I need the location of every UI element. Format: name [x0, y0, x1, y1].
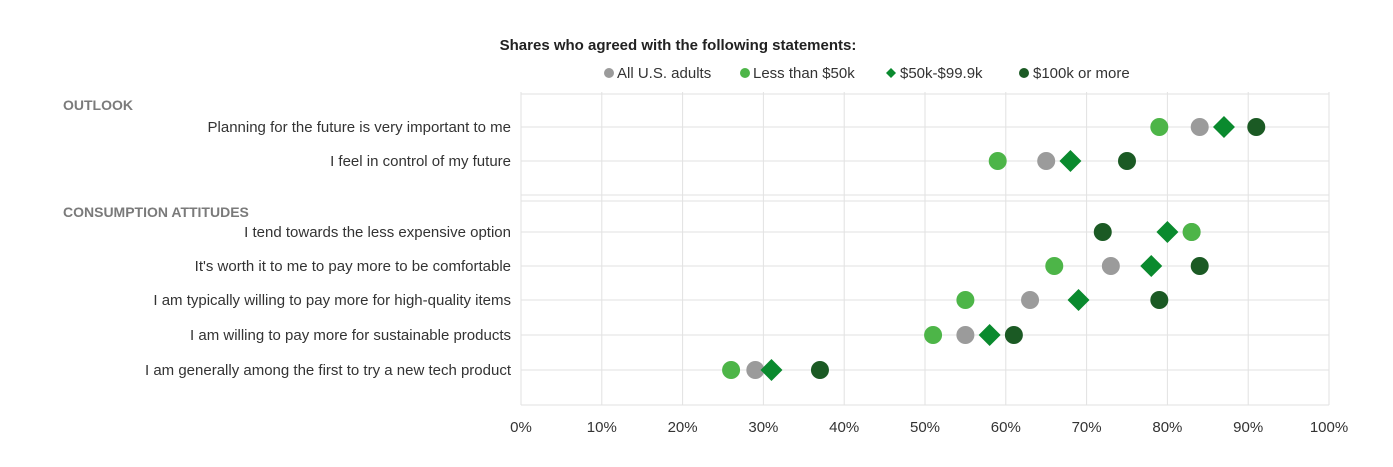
- data-point-circle: [1101, 257, 1120, 275]
- row-label: I am willing to pay more for sustainable…: [190, 327, 511, 344]
- row-label: Planning for the future is very importan…: [208, 119, 511, 136]
- row-label: I tend towards the less expensive option: [244, 224, 511, 241]
- group-header: OUTLOOK: [63, 97, 133, 113]
- data-point-circle: [956, 291, 975, 309]
- row-label: It's worth it to me to pay more to be co…: [195, 258, 511, 275]
- legend-marker-circle: [604, 68, 614, 78]
- data-point-circle: [1190, 257, 1209, 275]
- legend-label: Less than $50k: [753, 65, 855, 82]
- data-point-circle: [746, 361, 765, 379]
- x-tick-label: 40%: [829, 419, 859, 436]
- data-point-circle: [810, 361, 829, 379]
- chart-title: Shares who agreed with the following sta…: [500, 37, 857, 54]
- data-point-circle: [1182, 223, 1201, 241]
- data-point-circle: [1150, 118, 1169, 136]
- data-point-circle: [988, 152, 1007, 170]
- data-point-diamond: [1212, 116, 1235, 138]
- row-label: I am generally among the first to try a …: [145, 362, 512, 379]
- x-tick-label: 30%: [748, 419, 778, 436]
- x-tick-label: 10%: [587, 419, 617, 436]
- data-point-circle: [1118, 152, 1136, 170]
- grid: [520, 92, 1330, 406]
- x-tick-label: 100%: [1310, 419, 1348, 436]
- x-tick-label: 90%: [1233, 419, 1263, 436]
- x-tick-label: 80%: [1152, 419, 1182, 436]
- data-point-circle: [1004, 326, 1023, 344]
- data-point-diamond: [760, 359, 783, 381]
- data-point-circle: [1045, 257, 1064, 275]
- x-tick-label: 60%: [991, 419, 1021, 436]
- row-label: I feel in control of my future: [330, 153, 511, 170]
- x-tick-label: 50%: [910, 419, 940, 436]
- data-point-circle: [924, 326, 943, 344]
- legend-marker-circle: [740, 68, 750, 78]
- data-point-diamond: [1156, 221, 1179, 243]
- data-marks: [722, 116, 1266, 381]
- data-point-circle: [722, 361, 741, 379]
- data-point-circle: [1021, 291, 1040, 309]
- data-point-circle: [1247, 118, 1266, 136]
- data-point-circle: [956, 326, 975, 344]
- legend-label: All U.S. adults: [617, 65, 711, 82]
- data-point-circle: [1150, 291, 1169, 309]
- legend-marker-diamond: [886, 68, 896, 78]
- x-tick-label: 20%: [668, 419, 698, 436]
- row-label: I am typically willing to pay more for h…: [153, 292, 511, 309]
- legend-label: $100k or more: [1033, 65, 1130, 82]
- data-point-circle: [1190, 118, 1209, 136]
- data-point-circle: [1037, 152, 1056, 170]
- data-point-circle: [1093, 223, 1112, 241]
- legend-label: $50k-$99.9k: [900, 65, 983, 82]
- x-axis: 0% 10% 20% 30% 40% 50% 60% 70% 80% 90% 100%: [510, 419, 1348, 436]
- x-tick-label: 0%: [510, 419, 532, 436]
- legend: All U.S. adults Less than $50k $50k-$99.9k…: [604, 65, 1130, 82]
- rows: OUTLOOK Planning for the future is very i…: [63, 97, 512, 379]
- data-point-diamond: [1059, 150, 1082, 172]
- data-point-diamond: [1140, 255, 1163, 277]
- data-point-diamond: [978, 324, 1001, 346]
- legend-marker-circle: [1019, 68, 1029, 78]
- x-tick-label: 70%: [1072, 419, 1102, 436]
- data-point-diamond: [1067, 289, 1090, 311]
- group-header: CONSUMPTION ATTITUDES: [63, 204, 249, 220]
